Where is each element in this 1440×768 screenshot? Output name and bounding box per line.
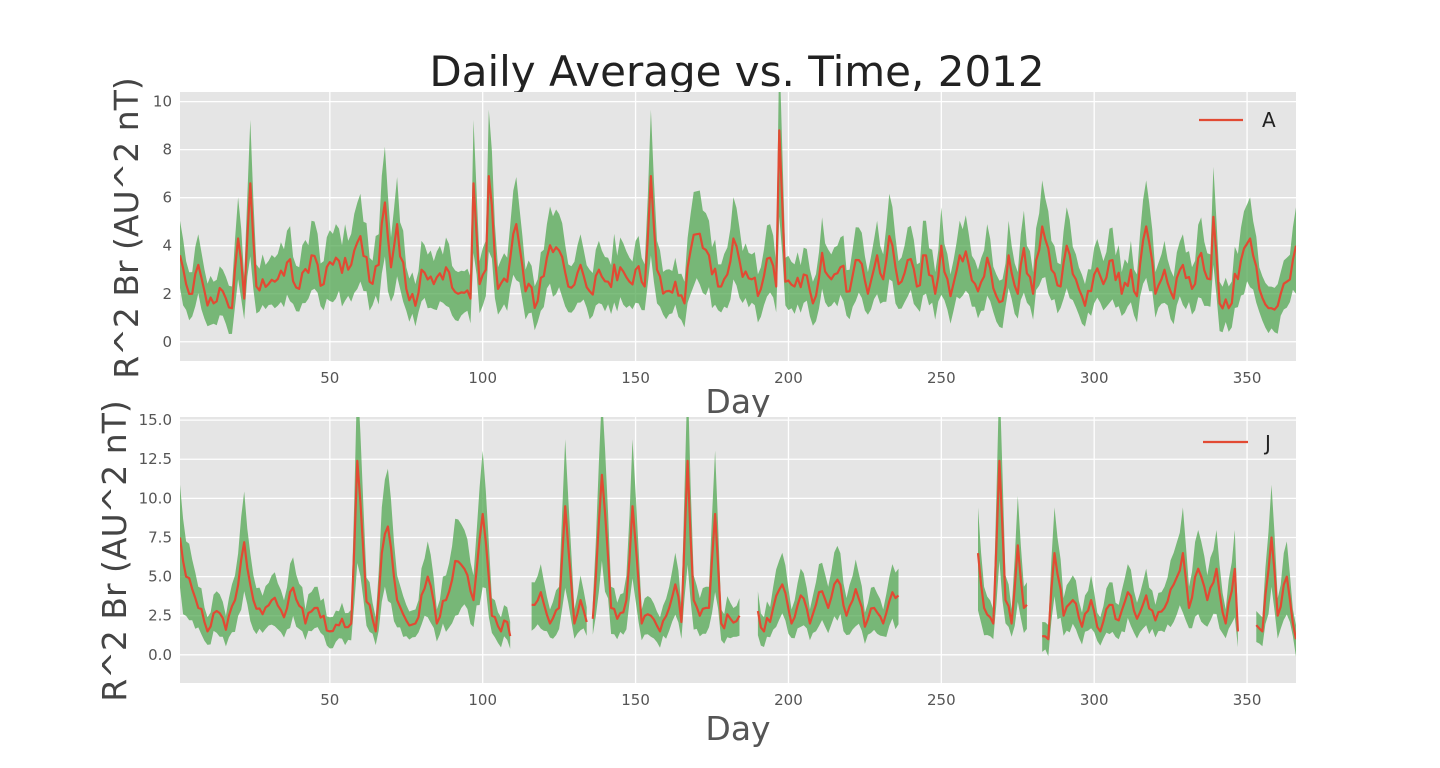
panel-a-xtick-label: 250 — [927, 369, 956, 387]
panel-j-series-line — [1255, 536, 1296, 640]
chart-title: Daily Average vs. Time, 2012 — [429, 47, 1044, 96]
panel-a-xtick-label: 100 — [468, 369, 497, 387]
panel-j-ytick-label: 7.5 — [148, 528, 172, 546]
panel-j-series-line — [1042, 551, 1239, 641]
panel-a-xtick-label: 150 — [621, 369, 650, 387]
panel-a-ytick-label: 4 — [162, 237, 172, 255]
panel-j-ytick-label: 12.5 — [139, 450, 172, 468]
panel-a-xtick-label: 350 — [1233, 369, 1262, 387]
panel-j-error-band — [592, 417, 740, 648]
panel-j-ylabel: R^2 Br (AU^2 nT) — [95, 400, 134, 701]
panel-a-legend-label: A — [1262, 108, 1276, 132]
panel-j-ytick-label: 2.5 — [148, 607, 172, 625]
panel-j-error-band — [1256, 484, 1296, 657]
panel-a-ytick-label: 0 — [162, 333, 172, 351]
panel-j-xtick-label: 50 — [320, 691, 339, 709]
panel-a-series-line — [180, 129, 1296, 311]
panel-j-series-line — [756, 578, 900, 633]
panel-j-xtick-label: 300 — [1080, 691, 1109, 709]
panel-j: R^2 Br (AU^2 nT) Day 50 100 150 200 250 300 35… — [95, 400, 1296, 748]
panel-j-series-line — [591, 459, 741, 633]
panel-j-error-band — [180, 417, 511, 649]
panel-j-ytick-label: 10.0 — [139, 489, 172, 507]
panel-a-error-band — [180, 92, 1296, 334]
panel-j-ytick-label: 0.0 — [148, 646, 172, 664]
panel-j-xlabel: Day — [705, 709, 770, 748]
panel-j-xtick-label: 100 — [468, 691, 497, 709]
panel-j-series-line — [180, 459, 512, 637]
panel-a-xlabel: Day — [705, 382, 770, 421]
panel-a-xtick-label: 300 — [1080, 369, 1109, 387]
panel-a-ytick-label: 6 — [162, 189, 172, 207]
panel-a-xtick-label: 200 — [774, 369, 803, 387]
panel-j-series-line — [531, 505, 588, 625]
panel-a-ytick-label: 8 — [162, 141, 172, 159]
panel-j-ytick-label: 15.0 — [139, 411, 172, 429]
panel-a-xtick-label: 50 — [320, 369, 339, 387]
panel-j-series-line — [976, 459, 1028, 625]
panel-j-plot-area — [180, 417, 1296, 683]
panel-a: R^2 Br (AU^2 nT) Day 50 100 150 200 250 300 35… — [107, 77, 1296, 421]
panel-j-error-band — [531, 439, 587, 639]
panel-j-xtick-label: 150 — [621, 691, 650, 709]
panel-j-legend-label: J — [1263, 431, 1271, 455]
panel-j-xtick-label: 250 — [927, 691, 956, 709]
panel-j-xtick-label: 350 — [1233, 691, 1262, 709]
panel-j-ytick-label: 5.0 — [148, 568, 172, 586]
panel-j-error-band — [1042, 507, 1238, 657]
panel-j-xtick-label: 200 — [774, 691, 803, 709]
panel-a-ylabel: R^2 Br (AU^2 nT) — [107, 77, 146, 378]
panel-a-ytick-label: 2 — [162, 285, 172, 303]
panel-a-ytick-label: 10 — [153, 93, 172, 111]
